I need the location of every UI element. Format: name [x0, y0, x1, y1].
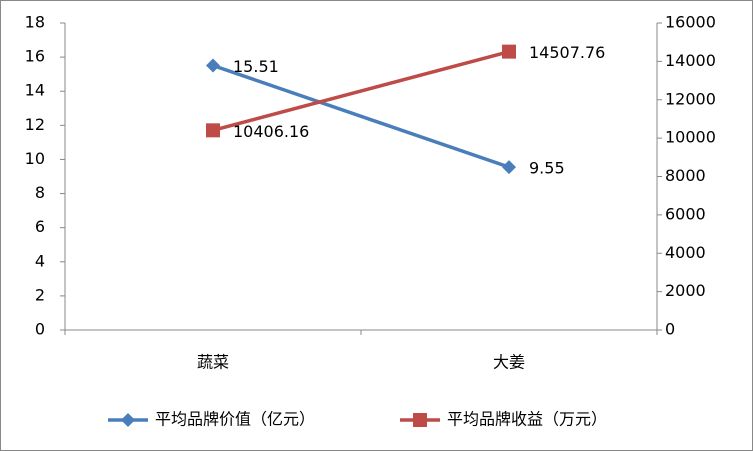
y2-tick-label: 4000 — [665, 243, 706, 262]
legend-label: 平均品牌收益（万元） — [447, 410, 607, 429]
y2-tick-label: 6000 — [665, 204, 706, 223]
x-tick-label: 蔬菜 — [197, 353, 229, 372]
legend-marker — [413, 413, 427, 427]
y-tick-label: 2 — [35, 285, 45, 304]
y-tick-label: 6 — [35, 217, 45, 236]
data-point — [206, 58, 220, 73]
legend-label: 平均品牌价值（亿元） — [155, 410, 315, 429]
y-tick-label: 10 — [25, 149, 45, 168]
y2-tick-label: 10000 — [665, 128, 716, 147]
y-tick-label: 4 — [35, 251, 45, 270]
data-label: 10406.16 — [233, 122, 309, 141]
data-label: 15.51 — [233, 57, 279, 76]
x-tick-label: 大姜 — [493, 353, 525, 372]
y-tick-label: 14 — [25, 81, 45, 100]
y-tick-label: 18 — [25, 13, 45, 32]
y-tick-label: 0 — [35, 320, 45, 339]
data-point — [206, 123, 220, 138]
data-label: 14507.76 — [529, 43, 605, 62]
data-label: 9.55 — [529, 159, 565, 178]
legend-marker — [121, 413, 135, 427]
series-line — [212, 49, 510, 133]
y2-tick-label: 8000 — [665, 166, 706, 185]
y-tick-label: 8 — [35, 183, 45, 202]
y-tick-label: 16 — [25, 47, 45, 66]
y2-tick-label: 2000 — [665, 281, 706, 300]
y2-tick-label: 14000 — [665, 51, 716, 70]
data-point — [502, 44, 516, 59]
y-tick-label: 12 — [25, 115, 45, 134]
series-line — [212, 63, 510, 169]
data-point — [502, 160, 516, 175]
y2-tick-label: 0 — [665, 320, 675, 339]
y2-tick-label: 16000 — [665, 13, 716, 32]
y2-tick-label: 12000 — [665, 89, 716, 108]
